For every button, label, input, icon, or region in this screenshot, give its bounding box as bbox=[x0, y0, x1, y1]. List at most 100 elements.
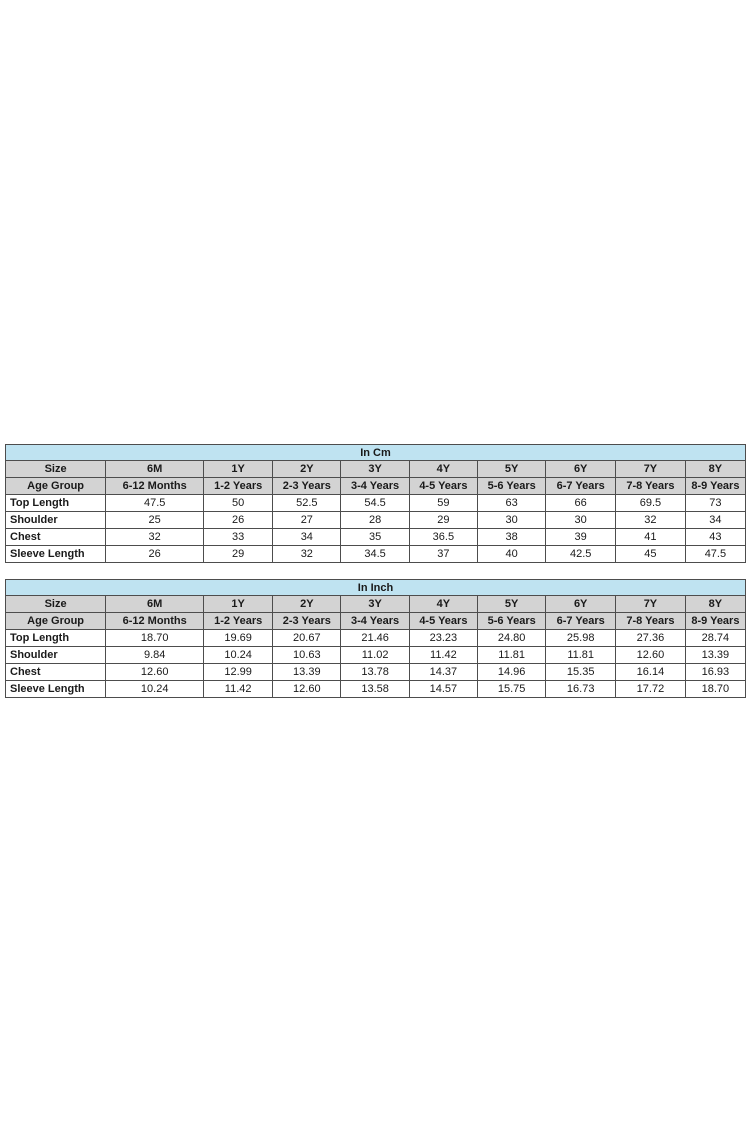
size-header-cell: 8Y bbox=[684, 595, 747, 613]
measurement-value-cell: 28.74 bbox=[684, 629, 747, 647]
measurement-value-cell: 52.5 bbox=[272, 494, 342, 512]
measurement-value-cell: 32 bbox=[272, 545, 342, 563]
age-group-cell: 2-3 Years bbox=[272, 477, 342, 495]
measurement-value-cell: 16.14 bbox=[615, 663, 686, 681]
measurement-value-cell: 38 bbox=[477, 528, 547, 546]
age-group-row: Age Group 6-12 Months 1-2 Years 2-3 Years 3-… bbox=[4, 612, 747, 630]
age-group-cell: 4-5 Years bbox=[408, 477, 479, 495]
size-header-cell: 6Y bbox=[545, 595, 617, 613]
age-group-cell: 6-7 Years bbox=[545, 477, 617, 495]
measurement-value-cell: 47.5 bbox=[105, 494, 205, 512]
size-header-cell: 1Y bbox=[203, 595, 274, 613]
measurement-value-cell: 12.60 bbox=[615, 646, 686, 664]
age-group-cell: 8-9 Years bbox=[684, 612, 747, 630]
measurement-value-cell: 18.70 bbox=[684, 680, 747, 698]
measurement-value-cell: 34 bbox=[272, 528, 342, 546]
measurement-value-cell: 13.39 bbox=[684, 646, 747, 664]
size-header-cell: 5Y bbox=[477, 460, 547, 478]
table-title-row: In Cm bbox=[5, 444, 746, 461]
measurement-value-cell: 10.24 bbox=[105, 680, 205, 698]
measurement-value-cell: 15.75 bbox=[477, 680, 547, 698]
measurement-label: Sleeve Length bbox=[4, 545, 107, 563]
measurement-value-cell: 16.93 bbox=[684, 663, 747, 681]
age-group-cell: 5-6 Years bbox=[477, 612, 547, 630]
measurement-value-cell: 43 bbox=[684, 528, 747, 546]
measurement-value-cell: 26 bbox=[203, 511, 274, 529]
measurement-value-cell: 14.57 bbox=[408, 680, 479, 698]
size-header-cell: 8Y bbox=[684, 460, 747, 478]
age-group-cell: 1-2 Years bbox=[203, 612, 274, 630]
measurement-value-cell: 14.37 bbox=[408, 663, 479, 681]
size-header-row: Size 6M 1Y 2Y 3Y 4Y 5Y 6Y 7Y 8Y bbox=[4, 595, 747, 613]
measurement-value-cell: 14.96 bbox=[477, 663, 547, 681]
measurement-value-cell: 11.42 bbox=[203, 680, 274, 698]
table-title-cm: In Cm bbox=[5, 444, 746, 461]
measurement-value-cell: 13.39 bbox=[272, 663, 342, 681]
size-header-cell: 6M bbox=[105, 595, 205, 613]
measurement-label: Top Length bbox=[4, 494, 107, 512]
measurement-row: Sleeve Length 26 29 32 34.5 37 40 42.5 45 47.5 bbox=[4, 545, 747, 563]
size-table-cm: In Cm Size 6M 1Y 2Y 3Y 4Y 5Y 6Y 7Y 8Y Age Group 6-1… bbox=[4, 444, 747, 563]
age-group-cell: 4-5 Years bbox=[408, 612, 479, 630]
age-group-cell: 6-7 Years bbox=[545, 612, 617, 630]
measurement-value-cell: 34.5 bbox=[340, 545, 410, 563]
size-header-cell: 3Y bbox=[340, 595, 410, 613]
age-group-row: Age Group 6-12 Months 1-2 Years 2-3 Years 3-… bbox=[4, 477, 747, 495]
measurement-value-cell: 59 bbox=[408, 494, 479, 512]
measurement-label: Shoulder bbox=[4, 511, 107, 529]
measurement-row: Chest 32 33 34 35 36.5 38 39 41 43 bbox=[4, 528, 747, 546]
measurement-value-cell: 13.58 bbox=[340, 680, 410, 698]
age-group-cell: 3-4 Years bbox=[340, 612, 410, 630]
size-header-cell: 2Y bbox=[272, 460, 342, 478]
measurement-value-cell: 19.69 bbox=[203, 629, 274, 647]
size-header-cell: 6M bbox=[105, 460, 205, 478]
measurement-value-cell: 29 bbox=[203, 545, 274, 563]
measurement-value-cell: 16.73 bbox=[545, 680, 617, 698]
measurement-value-cell: 11.02 bbox=[340, 646, 410, 664]
size-header-cell: 4Y bbox=[408, 460, 479, 478]
size-header-cell: 3Y bbox=[340, 460, 410, 478]
measurement-value-cell: 13.78 bbox=[340, 663, 410, 681]
measurement-value-cell: 39 bbox=[545, 528, 617, 546]
measurement-value-cell: 36.5 bbox=[408, 528, 479, 546]
measurement-value-cell: 34 bbox=[684, 511, 747, 529]
measurement-value-cell: 27 bbox=[272, 511, 342, 529]
measurement-value-cell: 10.24 bbox=[203, 646, 274, 664]
measurement-value-cell: 9.84 bbox=[105, 646, 205, 664]
measurement-label: Chest bbox=[4, 663, 107, 681]
measurement-row: Shoulder 9.84 10.24 10.63 11.02 11.42 11.81 11.… bbox=[4, 646, 747, 664]
measurement-value-cell: 24.80 bbox=[477, 629, 547, 647]
measurement-value-cell: 50 bbox=[203, 494, 274, 512]
measurement-value-cell: 69.5 bbox=[615, 494, 686, 512]
age-group-cell: 7-8 Years bbox=[615, 477, 686, 495]
measurement-row: Top Length 47.5 50 52.5 54.5 59 63 66 69.5 73 bbox=[4, 494, 747, 512]
age-group-cell: 6-12 Months bbox=[105, 477, 205, 495]
measurement-row: Shoulder 25 26 27 28 29 30 30 32 34 bbox=[4, 511, 747, 529]
measurement-value-cell: 30 bbox=[477, 511, 547, 529]
measurement-label: Shoulder bbox=[4, 646, 107, 664]
size-header-cell: 7Y bbox=[615, 595, 686, 613]
size-charts-container: In Cm Size 6M 1Y 2Y 3Y 4Y 5Y 6Y 7Y 8Y Age Group 6-1… bbox=[4, 444, 747, 714]
measurement-value-cell: 12.60 bbox=[272, 680, 342, 698]
measurement-label: Chest bbox=[4, 528, 107, 546]
measurement-value-cell: 12.99 bbox=[203, 663, 274, 681]
size-header-cell: 1Y bbox=[203, 460, 274, 478]
size-header-cell: 5Y bbox=[477, 595, 547, 613]
size-header-cell: 4Y bbox=[408, 595, 479, 613]
measurement-value-cell: 25 bbox=[105, 511, 205, 529]
measurement-value-cell: 12.60 bbox=[105, 663, 205, 681]
measurement-value-cell: 21.46 bbox=[340, 629, 410, 647]
measurement-label: Sleeve Length bbox=[4, 680, 107, 698]
measurement-row: Sleeve Length 10.24 11.42 12.60 13.58 14.57 15… bbox=[4, 680, 747, 698]
age-group-cell: 1-2 Years bbox=[203, 477, 274, 495]
age-group-cell: 8-9 Years bbox=[684, 477, 747, 495]
age-group-cell: 2-3 Years bbox=[272, 612, 342, 630]
measurement-value-cell: 28 bbox=[340, 511, 410, 529]
size-row-label: Size bbox=[4, 460, 107, 478]
measurement-value-cell: 26 bbox=[105, 545, 205, 563]
measurement-value-cell: 47.5 bbox=[684, 545, 747, 563]
size-table-inch-body: In Inch Size 6M 1Y 2Y 3Y 4Y 5Y 6Y 7Y 8Y Age Group 6… bbox=[4, 579, 747, 698]
measurement-value-cell: 41 bbox=[615, 528, 686, 546]
measurement-value-cell: 54.5 bbox=[340, 494, 410, 512]
measurement-value-cell: 27.36 bbox=[615, 629, 686, 647]
